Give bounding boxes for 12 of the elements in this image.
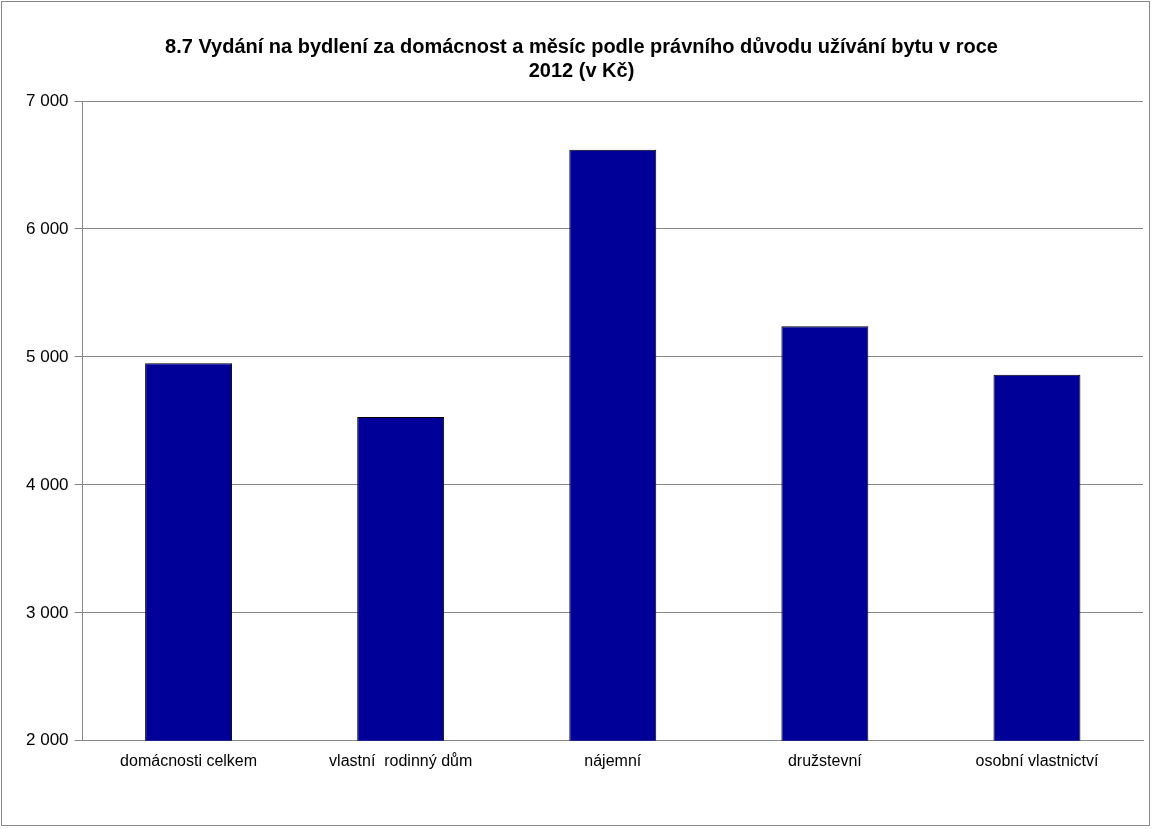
y-tick-label: 3 000	[25, 602, 69, 622]
y-tick-label: 6 000	[25, 218, 69, 238]
y-tick-label: 2 000	[25, 730, 69, 750]
x-tick-label: domácnosti celkem	[120, 751, 258, 769]
x-tick-label: osobní vlastnictví	[975, 751, 1099, 769]
y-tick-label: 4 000	[25, 474, 69, 494]
y-tick-label: 5 000	[25, 346, 69, 366]
y-tick-label: 7 000	[25, 90, 69, 110]
x-tick-label: vlastní rodinný dům	[329, 751, 473, 769]
chart-title: 8.7 Vydání na bydlení za domácnost a měsíc podle právního důvodu užívání bytu v roce 2012 (v Kč)	[165, 34, 998, 81]
x-tick-label: družstevní	[787, 751, 863, 769]
x-tick-label: nájemní	[584, 751, 642, 769]
